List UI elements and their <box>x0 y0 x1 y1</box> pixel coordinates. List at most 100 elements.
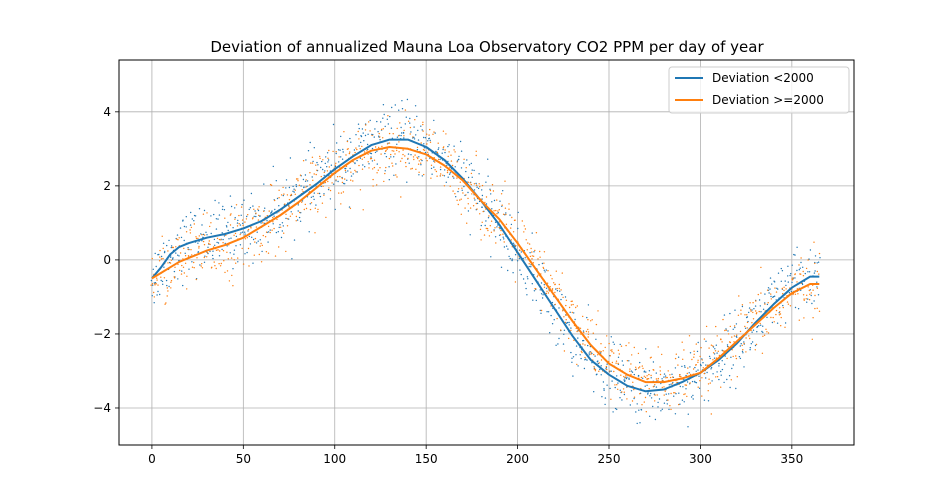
scatter-point-deviation-after-2000 <box>247 228 250 231</box>
scatter-point-deviation-before-2000 <box>690 396 693 398</box>
scatter-point-deviation-after-2000 <box>267 252 270 254</box>
scatter-point-deviation-after-2000 <box>710 413 712 415</box>
scatter-point-deviation-after-2000 <box>184 262 187 264</box>
scatter-point-deviation-before-2000 <box>764 302 766 304</box>
scatter-point-deviation-before-2000 <box>324 162 326 165</box>
scatter-point-deviation-before-2000 <box>619 343 621 346</box>
scatter-point-deviation-before-2000 <box>601 396 603 398</box>
scatter-point-deviation-before-2000 <box>785 284 787 287</box>
scatter-point-deviation-before-2000 <box>539 289 541 291</box>
scatter-point-deviation-after-2000 <box>548 290 550 292</box>
scatter-point-deviation-before-2000 <box>794 254 796 256</box>
scatter-point-deviation-before-2000 <box>433 166 435 168</box>
scatter-point-deviation-after-2000 <box>470 172 473 175</box>
scatter-point-deviation-after-2000 <box>550 274 552 277</box>
scatter-point-deviation-after-2000 <box>712 345 714 347</box>
scatter-point-deviation-before-2000 <box>566 321 569 324</box>
scatter-point-deviation-after-2000 <box>679 374 681 376</box>
scatter-point-deviation-after-2000 <box>699 380 701 382</box>
scatter-point-deviation-before-2000 <box>780 267 782 270</box>
scatter-point-deviation-before-2000 <box>403 137 405 139</box>
scatter-point-deviation-before-2000 <box>402 131 405 134</box>
scatter-point-deviation-after-2000 <box>648 388 650 390</box>
scatter-point-deviation-after-2000 <box>812 317 814 319</box>
scatter-point-deviation-before-2000 <box>201 224 203 226</box>
scatter-point-deviation-after-2000 <box>179 269 181 272</box>
scatter-point-deviation-before-2000 <box>683 378 685 381</box>
scatter-point-deviation-after-2000 <box>355 147 357 149</box>
scatter-point-deviation-before-2000 <box>252 205 254 207</box>
scatter-point-deviation-after-2000 <box>179 252 182 254</box>
scatter-point-deviation-before-2000 <box>603 389 605 391</box>
scatter-point-deviation-before-2000 <box>729 386 731 389</box>
scatter-point-deviation-after-2000 <box>226 270 229 272</box>
scatter-point-deviation-before-2000 <box>556 290 559 292</box>
scatter-point-deviation-after-2000 <box>536 276 538 278</box>
scatter-point-deviation-before-2000 <box>766 316 768 319</box>
scatter-point-deviation-before-2000 <box>644 385 646 387</box>
scatter-point-deviation-after-2000 <box>290 193 292 196</box>
scatter-point-deviation-after-2000 <box>814 307 816 310</box>
scatter-point-deviation-after-2000 <box>387 115 389 117</box>
scatter-point-deviation-before-2000 <box>165 279 168 282</box>
scatter-point-deviation-after-2000 <box>303 208 305 211</box>
scatter-point-deviation-after-2000 <box>693 353 695 355</box>
scatter-point-deviation-before-2000 <box>393 156 395 158</box>
scatter-point-deviation-before-2000 <box>699 363 702 366</box>
scatter-point-deviation-after-2000 <box>363 156 366 159</box>
scatter-point-deviation-before-2000 <box>677 356 680 358</box>
scatter-point-deviation-before-2000 <box>369 152 371 154</box>
scatter-point-deviation-before-2000 <box>229 252 231 254</box>
scatter-point-deviation-after-2000 <box>667 399 669 401</box>
scatter-point-deviation-before-2000 <box>541 297 544 299</box>
scatter-point-deviation-after-2000 <box>540 309 543 312</box>
scatter-point-deviation-before-2000 <box>522 278 525 280</box>
scatter-point-deviation-after-2000 <box>210 222 212 224</box>
scatter-point-deviation-before-2000 <box>654 418 657 421</box>
scatter-point-deviation-after-2000 <box>453 149 455 151</box>
scatter-point-deviation-before-2000 <box>344 167 346 170</box>
scatter-point-deviation-before-2000 <box>710 367 713 369</box>
scatter-point-deviation-before-2000 <box>291 258 293 260</box>
scatter-point-deviation-after-2000 <box>740 309 742 311</box>
scatter-point-deviation-before-2000 <box>593 391 595 393</box>
scatter-point-deviation-after-2000 <box>195 236 197 238</box>
scatter-point-deviation-before-2000 <box>354 162 356 164</box>
scatter-point-deviation-after-2000 <box>590 320 592 322</box>
scatter-point-deviation-before-2000 <box>622 364 624 366</box>
scatter-point-deviation-before-2000 <box>709 357 711 360</box>
x-tick-label: 250 <box>598 452 621 466</box>
scatter-point-deviation-after-2000 <box>266 215 268 217</box>
scatter-point-deviation-before-2000 <box>228 238 230 240</box>
scatter-point-deviation-before-2000 <box>271 210 273 212</box>
scatter-point-deviation-after-2000 <box>767 302 769 304</box>
scatter-point-deviation-before-2000 <box>816 286 818 288</box>
scatter-point-deviation-before-2000 <box>713 357 716 359</box>
scatter-point-deviation-before-2000 <box>380 121 382 123</box>
scatter-point-deviation-after-2000 <box>620 345 623 347</box>
scatter-point-deviation-before-2000 <box>577 365 579 367</box>
scatter-point-deviation-before-2000 <box>164 250 166 253</box>
scatter-point-deviation-after-2000 <box>529 255 532 258</box>
scatter-point-deviation-before-2000 <box>221 208 224 211</box>
scatter-point-deviation-after-2000 <box>329 189 332 192</box>
scatter-point-deviation-after-2000 <box>464 207 466 209</box>
scatter-point-deviation-after-2000 <box>185 231 188 233</box>
scatter-point-deviation-before-2000 <box>168 285 170 288</box>
scatter-point-deviation-after-2000 <box>422 149 425 151</box>
scatter-point-deviation-before-2000 <box>211 254 214 257</box>
scatter-point-deviation-after-2000 <box>426 160 428 162</box>
scatter-point-deviation-after-2000 <box>501 204 503 206</box>
scatter-point-deviation-before-2000 <box>201 240 203 242</box>
scatter-point-deviation-after-2000 <box>614 384 616 386</box>
scatter-point-deviation-after-2000 <box>729 325 731 328</box>
scatter-point-deviation-before-2000 <box>217 242 220 244</box>
scatter-point-deviation-before-2000 <box>227 229 229 232</box>
scatter-point-deviation-before-2000 <box>518 257 520 260</box>
scatter-point-deviation-after-2000 <box>315 173 317 176</box>
scatter-point-deviation-before-2000 <box>817 294 820 296</box>
scatter-point-deviation-before-2000 <box>252 238 255 241</box>
scatter-point-deviation-before-2000 <box>308 231 310 233</box>
scatter-point-deviation-after-2000 <box>609 355 611 357</box>
